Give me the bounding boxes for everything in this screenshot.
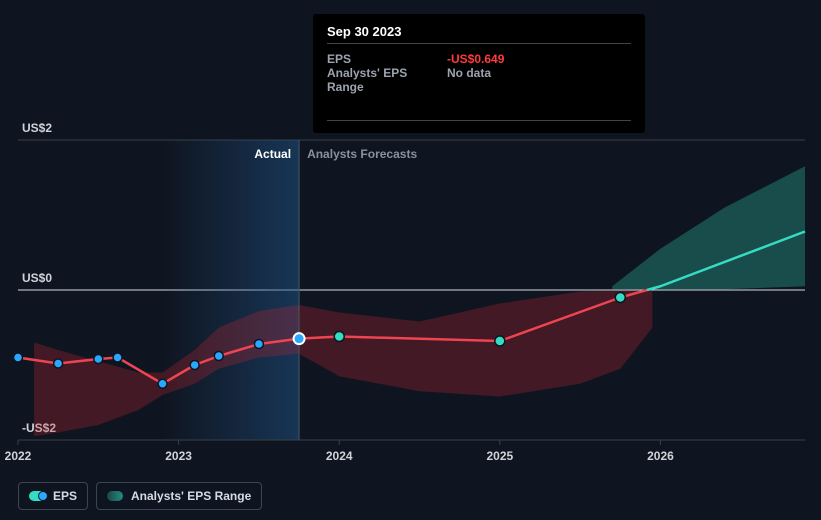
eps-point[interactable] <box>158 379 167 388</box>
tooltip-row-label: Analysts' EPS Range <box>327 66 447 94</box>
actual-label: Actual <box>254 147 291 161</box>
eps-point[interactable] <box>94 355 103 364</box>
x-tick-label: 2026 <box>647 449 674 463</box>
tooltip: Sep 30 2023 EPS-US$0.649Analysts' EPS Ra… <box>313 14 645 133</box>
x-tick-label: 2024 <box>326 449 353 463</box>
legend-label: Analysts' EPS Range <box>131 489 251 503</box>
x-tick-label: 2022 <box>5 449 32 463</box>
range-swatch-icon <box>107 491 123 501</box>
tooltip-divider-bottom <box>327 120 631 121</box>
eps-forecast-point[interactable] <box>495 336 505 346</box>
forecast-label: Analysts Forecasts <box>307 147 417 161</box>
tooltip-row: EPS-US$0.649 <box>327 52 631 66</box>
eps-point[interactable] <box>54 359 63 368</box>
tooltip-row-label: EPS <box>327 52 447 66</box>
tooltip-date: Sep 30 2023 <box>327 24 631 39</box>
eps-forecast-point[interactable] <box>334 332 344 342</box>
legend-item-eps[interactable]: EPS <box>18 482 88 510</box>
tooltip-row-value: No data <box>447 66 491 94</box>
eps-point[interactable] <box>214 352 223 361</box>
x-tick-label: 2025 <box>486 449 513 463</box>
eps-point[interactable] <box>254 340 263 349</box>
y-tick-label: US$2 <box>22 121 52 135</box>
eps-point[interactable] <box>14 353 23 362</box>
legend-item-range[interactable]: Analysts' EPS Range <box>96 482 262 510</box>
eps-swatch-icon <box>29 491 45 501</box>
eps-forecast-chart: US$2US$0-US$2ActualAnalysts Forecasts202… <box>0 0 821 520</box>
highlight-marker[interactable] <box>294 333 305 344</box>
eps-point[interactable] <box>190 361 199 370</box>
eps-point[interactable] <box>113 353 122 362</box>
y-tick-label: US$0 <box>22 271 52 285</box>
legend: EPS Analysts' EPS Range <box>18 482 262 510</box>
legend-label: EPS <box>53 489 77 503</box>
eps-forecast-point[interactable] <box>615 293 625 303</box>
tooltip-row: Analysts' EPS RangeNo data <box>327 66 631 94</box>
x-tick-label: 2023 <box>165 449 192 463</box>
tooltip-divider <box>327 43 631 44</box>
tooltip-row-value: -US$0.649 <box>447 52 504 66</box>
